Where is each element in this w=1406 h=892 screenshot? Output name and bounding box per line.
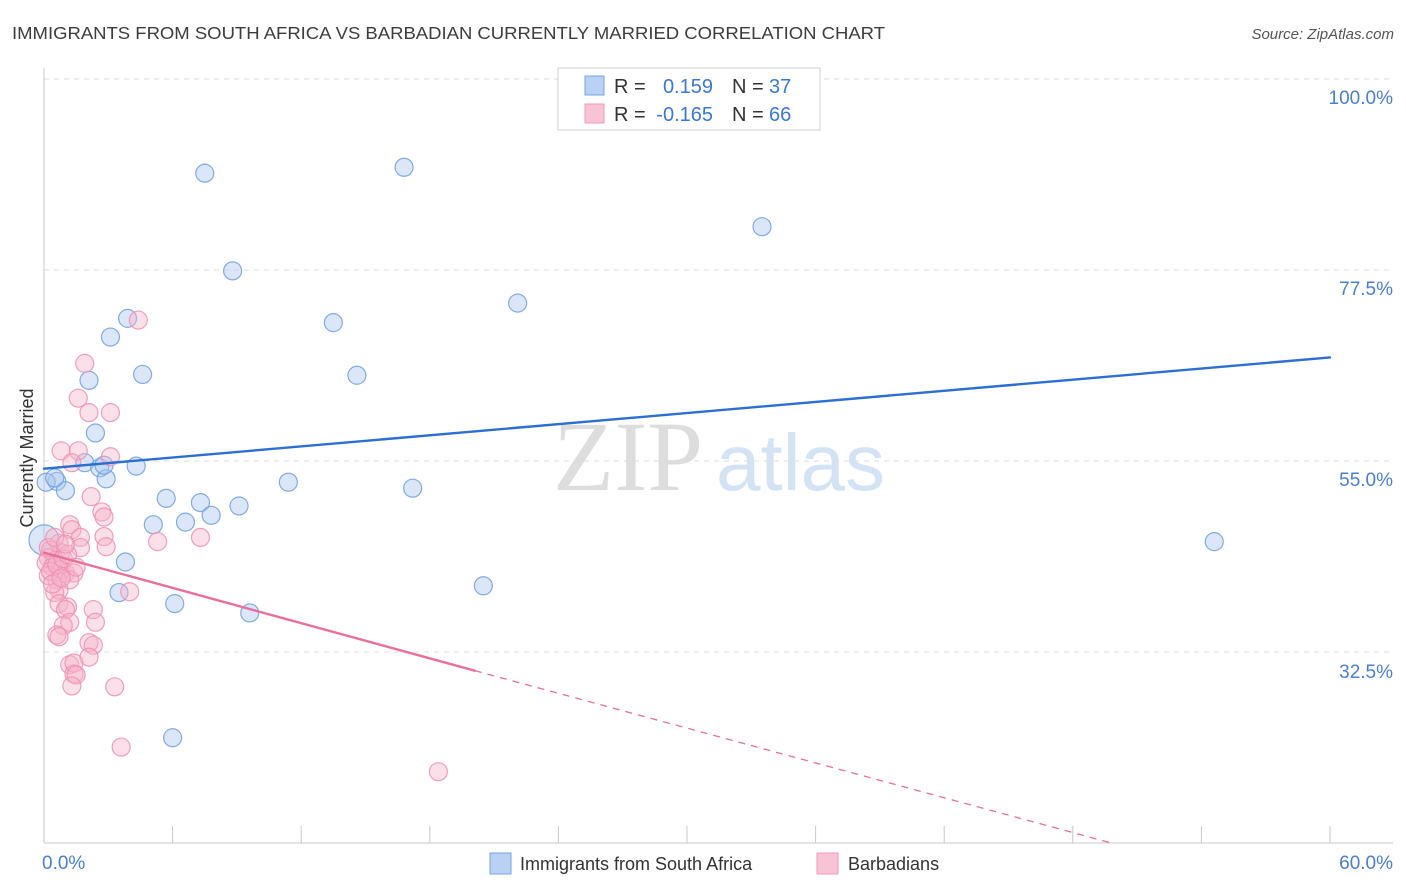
south-africa-point bbox=[323, 313, 343, 333]
series-legend: Immigrants from South Africa Barbadians bbox=[489, 852, 939, 875]
legend-n-value-south-africa: 37 bbox=[769, 76, 791, 98]
barbadian-point bbox=[75, 353, 95, 373]
legend-r-value-barbadians: -0.165 bbox=[656, 104, 713, 126]
y-tick-label-32-5: 32.5% bbox=[1339, 662, 1393, 683]
series-legend-swatch-barbadians bbox=[816, 852, 839, 875]
south-africa-point bbox=[143, 515, 163, 535]
south-africa-point bbox=[163, 728, 183, 748]
south-africa-point bbox=[223, 261, 243, 281]
south-africa-point bbox=[100, 327, 121, 347]
barbadian-point bbox=[81, 487, 101, 507]
y-tick-label-55: 55.0% bbox=[1339, 470, 1393, 491]
barbadian-trend-line bbox=[42, 551, 477, 672]
x-ticks bbox=[43, 826, 1331, 843]
series-legend-label-barbadians: Barbadians bbox=[848, 854, 939, 874]
barbadian-point bbox=[147, 532, 168, 552]
barbadian-point bbox=[49, 627, 69, 647]
barbadian-point bbox=[55, 599, 76, 620]
barbadian-point bbox=[85, 612, 106, 632]
legend-r-label-south-africa: R = bbox=[614, 76, 646, 98]
barbadian-point bbox=[100, 447, 121, 467]
stats-legend: R = 0.159 N = 37 R = -0.165 N = 66 bbox=[557, 67, 821, 131]
south-africa-trend-line bbox=[42, 356, 1332, 470]
barbadian-point bbox=[64, 653, 84, 673]
barbadian-point bbox=[66, 665, 86, 685]
barbadian-point bbox=[428, 762, 448, 782]
barbadian-point bbox=[105, 677, 125, 697]
legend-n-label-barbadians: N = bbox=[732, 104, 764, 126]
gridlines bbox=[44, 78, 1393, 653]
barbadian-point bbox=[96, 537, 116, 557]
series-legend-swatch-south-africa bbox=[489, 852, 512, 875]
x-tick-label-min: 0.0% bbox=[42, 853, 85, 874]
south-africa-point bbox=[156, 488, 176, 508]
y-tick-label-77-5: 77.5% bbox=[1339, 279, 1393, 300]
legend-n-value-barbadians: 66 bbox=[769, 104, 791, 126]
south-africa-point bbox=[1204, 532, 1224, 552]
barbadian-point bbox=[190, 527, 211, 548]
legend-n-label-south-africa: N = bbox=[732, 76, 764, 98]
south-africa-point bbox=[190, 492, 211, 513]
south-africa-point bbox=[85, 423, 106, 443]
barbadian-point bbox=[128, 310, 148, 330]
south-africa-point bbox=[79, 370, 99, 390]
south-africa-point bbox=[165, 594, 185, 614]
south-africa-point bbox=[347, 365, 367, 385]
barbadian-point bbox=[120, 582, 140, 602]
barbadian-point bbox=[62, 676, 82, 696]
legend-swatch-barbadians bbox=[584, 103, 605, 124]
south-africa-point bbox=[175, 512, 196, 532]
south-africa-point bbox=[752, 217, 772, 237]
y-tick-label-100: 100.0% bbox=[1329, 88, 1394, 109]
y-axis-label: Currently Married bbox=[17, 388, 37, 527]
barbadian-point bbox=[111, 737, 131, 757]
barbadian-point bbox=[68, 441, 88, 461]
x-tick-label-max: 60.0% bbox=[1339, 853, 1393, 874]
chart-title: IMMIGRANTS FROM SOUTH AFRICA VS BARBADIA… bbox=[12, 23, 885, 43]
legend-r-value-south-africa: 0.159 bbox=[663, 76, 713, 98]
south-africa-point bbox=[45, 468, 65, 488]
south-africa-point bbox=[115, 552, 136, 572]
barbadian-point bbox=[55, 534, 76, 554]
barbadian-point bbox=[79, 403, 99, 423]
barbadian-point bbox=[45, 527, 65, 548]
barbadian-point bbox=[53, 616, 73, 636]
watermark-atlas: atlas bbox=[716, 418, 885, 507]
barbadian-point bbox=[68, 388, 88, 408]
south-africa-point bbox=[109, 582, 129, 603]
south-africa-point bbox=[55, 481, 76, 501]
barbadian-point bbox=[100, 403, 121, 423]
barbadian-point bbox=[62, 453, 82, 473]
south-africa-point bbox=[394, 157, 414, 177]
legend-swatch-south-africa bbox=[584, 75, 605, 96]
legend-r-label-barbadians: R = bbox=[614, 104, 646, 126]
south-africa-point bbox=[403, 478, 423, 498]
source-label: Source: ZipAtlas.com bbox=[1251, 26, 1394, 43]
watermark: ZIP atlas bbox=[553, 401, 885, 512]
barbadian-point bbox=[94, 507, 114, 527]
south-africa-point bbox=[229, 496, 249, 516]
south-africa-point bbox=[473, 576, 493, 596]
watermark-zip: ZIP bbox=[553, 401, 703, 512]
barbadian-trend-line-dashed bbox=[474, 670, 1112, 844]
barbadian-point bbox=[57, 597, 78, 617]
series-legend-label-south-africa: Immigrants from South Africa bbox=[520, 854, 753, 874]
south-africa-point bbox=[508, 293, 528, 313]
south-africa-point bbox=[278, 472, 298, 492]
barbadian-point bbox=[51, 441, 71, 461]
south-africa-point bbox=[132, 364, 153, 385]
barbadian-point bbox=[51, 568, 71, 588]
south-africa-point bbox=[195, 163, 215, 183]
barbadian-point bbox=[83, 635, 103, 655]
trend-lines bbox=[42, 356, 1332, 844]
south-africa-point bbox=[201, 505, 221, 525]
